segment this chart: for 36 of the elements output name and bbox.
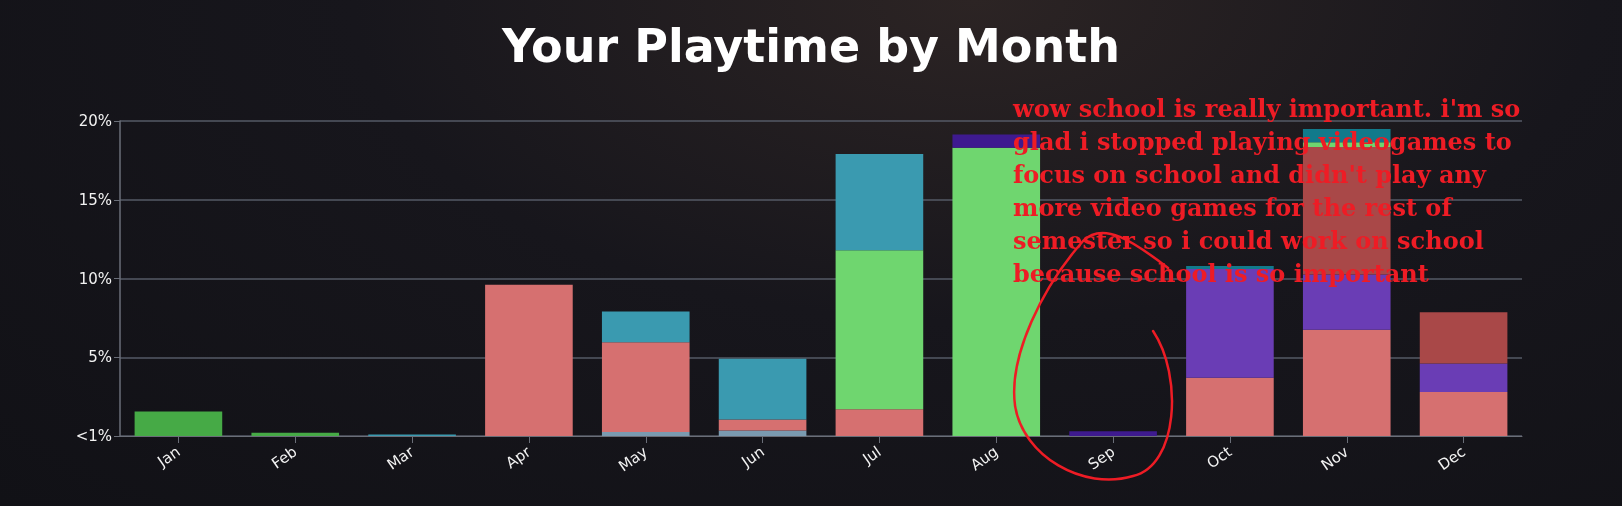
bar (1302, 329, 1391, 436)
bar (1419, 312, 1508, 364)
x-tick-label: Mar (383, 442, 418, 474)
y-tick-label: 5% (88, 348, 112, 367)
y-tick-label: 15% (78, 190, 112, 209)
x-tick-label: Apr (502, 442, 535, 473)
x-tick-label: Nov (1317, 442, 1353, 475)
bar (251, 432, 340, 436)
bar (1186, 377, 1274, 436)
bar (485, 284, 573, 436)
x-tick-label: May (615, 442, 652, 476)
bar (1419, 363, 1508, 392)
bar (835, 250, 924, 410)
x-tick-label: Jun (737, 442, 768, 472)
x-tick-label: Jul (858, 442, 885, 469)
bar (134, 411, 223, 436)
x-tick-label: Dec (1434, 442, 1469, 475)
x-tick-label: Aug (967, 442, 1002, 475)
bar (601, 432, 690, 436)
bar (1069, 431, 1157, 436)
x-tick-label: Jan (153, 442, 184, 472)
y-tick-label: 20% (78, 112, 112, 130)
y-tick-label: <1% (75, 427, 112, 445)
bar (1419, 391, 1508, 436)
x-tick-label: Sep (1084, 442, 1119, 474)
bar (835, 154, 924, 251)
bar (718, 419, 807, 431)
x-tick-label: Oct (1203, 442, 1236, 473)
bar (718, 430, 807, 436)
bar (835, 409, 924, 436)
bar (601, 342, 690, 433)
bar (718, 358, 807, 420)
bar (601, 311, 690, 343)
y-tick-label: 10% (78, 269, 112, 288)
x-tick-label: Feb (268, 442, 301, 473)
chart-title: Your Playtime by Month (501, 19, 1120, 73)
